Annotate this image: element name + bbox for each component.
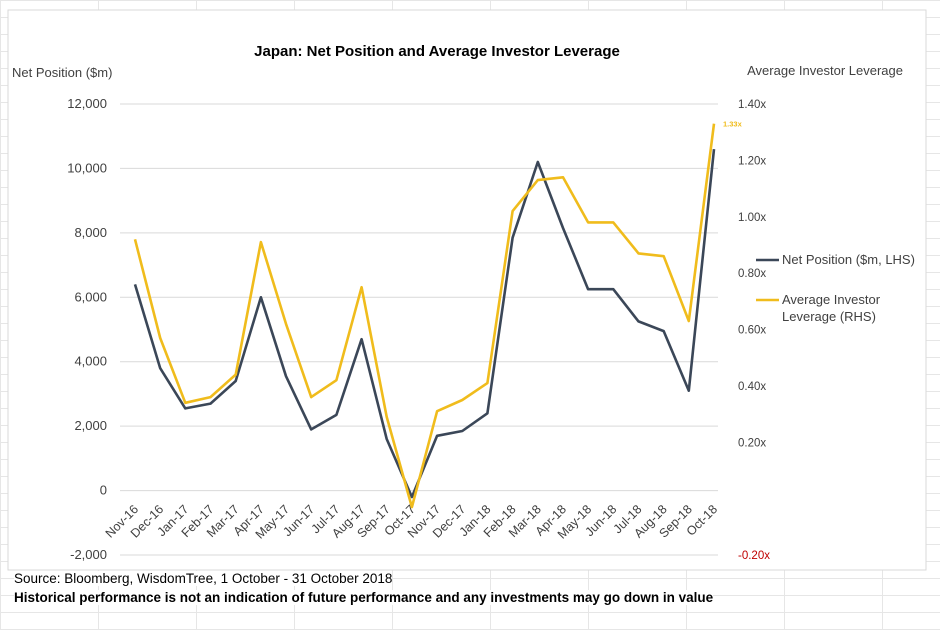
left-tick-label: 8,000 <box>74 225 107 240</box>
net-position-line <box>133 148 716 499</box>
left-tick-label: 0 <box>100 483 107 498</box>
right-tick-label: -0.20x <box>738 550 770 562</box>
right-tick-label: 1.20x <box>738 155 766 167</box>
left-axis-label: Net Position ($m) <box>12 65 112 80</box>
right-tick-label: 0.60x <box>738 325 766 337</box>
right-tick-label: 0.20x <box>738 437 766 449</box>
left-tick-label: -2,000 <box>70 547 107 562</box>
left-tick-label: 4,000 <box>74 354 107 369</box>
right-tick-label: 1.40x <box>738 99 766 111</box>
legend-label: Leverage (RHS) <box>782 309 876 324</box>
left-tick-label: 10,000 <box>67 160 107 175</box>
disclaimer: Historical performance is not an indicat… <box>14 590 714 605</box>
legend-label: Net Position ($m, LHS) <box>782 252 915 267</box>
legend-label: Average Investor <box>782 292 881 307</box>
chart-title: Japan: Net Position and Average Investor… <box>254 43 620 60</box>
right-tick-label: 0.40x <box>738 381 766 393</box>
source-note: Source: Bloomberg, WisdomTree, 1 October… <box>14 571 393 586</box>
left-tick-label: 2,000 <box>74 418 107 433</box>
right-axis-label: Average Investor Leverage <box>747 63 903 78</box>
right-tick-label: 0.80x <box>738 268 766 280</box>
right-tick-label: 1.00x <box>738 212 766 224</box>
left-tick-label: 12,000 <box>67 96 107 111</box>
data-label: 1.33x <box>723 120 743 129</box>
chart-area <box>7 9 927 571</box>
leverage-line <box>133 123 716 509</box>
left-tick-label: 6,000 <box>74 289 107 304</box>
